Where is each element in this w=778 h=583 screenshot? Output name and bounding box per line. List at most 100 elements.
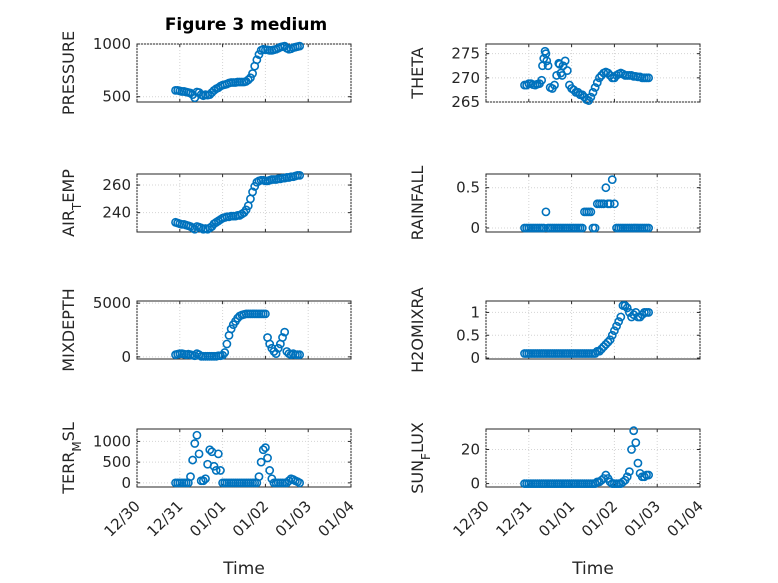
- data-point: [607, 175, 617, 185]
- data-point: [248, 187, 257, 197]
- data-point: [194, 449, 204, 459]
- x-tick-label: 12/30: [450, 497, 493, 540]
- y-tick-label: 1000: [93, 35, 131, 53]
- data-point: [263, 453, 272, 463]
- x-tick-label: 01/02: [229, 497, 272, 540]
- data-point: [573, 87, 583, 97]
- y-tick-label: 5000: [93, 294, 131, 312]
- data-point: [222, 339, 232, 349]
- data-point: [577, 90, 587, 100]
- data-point: [644, 223, 654, 233]
- data-point: [213, 449, 223, 459]
- y-tick-label: 0: [470, 349, 480, 367]
- data-point: [562, 66, 572, 75]
- x-axis-label: Time: [571, 559, 614, 579]
- data-point: [590, 349, 600, 358]
- data-point: [550, 80, 559, 90]
- data-point: [592, 78, 602, 88]
- y-tick-label: 240: [102, 204, 131, 222]
- y-axis-label: THETA: [408, 47, 427, 99]
- data-point: [603, 337, 613, 347]
- subplot-theta: 265 270 275 THETA: [408, 43, 701, 111]
- data-point: [265, 339, 275, 349]
- x-tick-label: 01/04: [315, 497, 358, 540]
- data-point: [246, 73, 255, 83]
- data-point: [280, 327, 290, 337]
- x-tick-label: 01/01: [535, 497, 578, 540]
- data-point: [190, 439, 200, 448]
- data-point: [198, 476, 208, 486]
- data-point: [192, 430, 202, 440]
- data-point: [557, 71, 567, 80]
- data-point: [205, 445, 215, 455]
- axes-frame: [136, 300, 352, 360]
- x-tick-label: 12/31: [143, 497, 186, 540]
- y-tick-label: 0.5: [456, 326, 480, 344]
- y-tick-label: 270: [451, 69, 480, 87]
- y-tick-label: 275: [451, 45, 480, 63]
- data-point: [586, 207, 596, 217]
- data-point: [577, 223, 587, 233]
- data-point: [295, 350, 305, 360]
- subplot-mixdepth: 0 5000 MIXDEPTH: [59, 288, 352, 372]
- y-tick-label: 0: [470, 475, 480, 493]
- data-point: [607, 330, 617, 340]
- data-point: [260, 443, 270, 453]
- subplot-air: 240 260 AIRTEMP: [59, 169, 352, 237]
- data-point: [558, 61, 568, 71]
- data-point: [644, 73, 654, 83]
- data-point: [226, 324, 236, 334]
- data-point: [622, 472, 632, 482]
- data-point: [295, 170, 305, 180]
- axes-frame: [485, 428, 701, 488]
- data-point: [560, 56, 570, 66]
- data-point: [252, 55, 262, 65]
- data-point: [295, 478, 305, 488]
- data-point: [188, 455, 198, 465]
- y-tick-label: 1: [470, 303, 480, 321]
- data-point: [201, 474, 210, 484]
- data-point: [627, 445, 636, 454]
- x-tick-label: 01/03: [272, 497, 315, 540]
- data-point: [633, 458, 643, 468]
- data-point: [590, 479, 600, 488]
- data-point: [622, 303, 632, 313]
- y-axis-label: AIRTEMP: [59, 169, 84, 237]
- data-point: [537, 75, 547, 85]
- data-point: [610, 326, 619, 336]
- data-point: [256, 457, 266, 467]
- x-tick-label: 01/03: [621, 497, 664, 540]
- subplot-terr: 0 500 1000 TERRMSL 12/30 12/31 01/01 01/02 01/03…: [59, 422, 358, 579]
- y-axis-label: MIXDEPTH: [59, 288, 78, 371]
- data-point: [254, 472, 264, 482]
- data-point: [569, 85, 579, 95]
- data-point: [216, 466, 225, 475]
- y-tick-label: 0.5: [456, 179, 480, 197]
- axes-frame: [136, 43, 352, 103]
- y-axis-label: PRESSURE: [59, 31, 78, 115]
- y-tick-label: 260: [102, 176, 131, 194]
- y-tick-label: 265: [451, 93, 480, 111]
- data-point: [614, 317, 624, 326]
- y-tick-label: 20: [461, 440, 480, 458]
- x-tick-label: 01/02: [578, 497, 621, 540]
- data-point: [631, 438, 641, 448]
- x-tick-label: 01/04: [664, 497, 707, 540]
- axes-frame: [136, 428, 352, 488]
- data-point: [629, 426, 639, 436]
- subplot-h2omixra: 0 0.5 1 H2OMIXRA: [408, 287, 701, 373]
- y-axis-label: H2OMIXRA: [408, 287, 427, 373]
- data-point: [612, 321, 621, 331]
- data-point: [605, 199, 615, 209]
- data-point: [211, 466, 221, 475]
- data-point: [254, 50, 264, 59]
- y-tick-label: 1000: [93, 432, 131, 450]
- subplot-rainfall: 0 0.5 RAINFALL: [408, 166, 701, 240]
- data-point: [265, 466, 275, 475]
- subplot-sun: 0 20 SUNFLUX 12/30 12/31 01/01 01/02 01/03 01/04…: [408, 422, 707, 579]
- y-axis-label: TERRMSL: [59, 422, 84, 495]
- data-point: [590, 223, 600, 233]
- data-point: [552, 71, 562, 80]
